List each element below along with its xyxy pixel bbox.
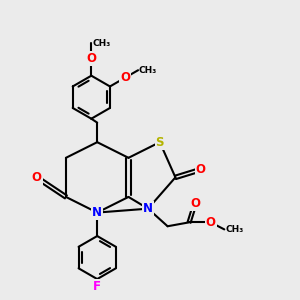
Text: N: N <box>92 206 102 219</box>
Text: CH₃: CH₃ <box>225 225 243 234</box>
Text: CH₃: CH₃ <box>139 66 157 75</box>
Text: O: O <box>86 52 96 64</box>
Text: CH₃: CH₃ <box>92 39 110 48</box>
Text: S: S <box>155 136 164 149</box>
Text: O: O <box>120 71 130 84</box>
Text: O: O <box>190 197 200 210</box>
Text: N: N <box>143 202 153 215</box>
Text: F: F <box>93 280 101 292</box>
Text: O: O <box>32 171 42 184</box>
Text: O: O <box>196 163 206 176</box>
Text: O: O <box>206 216 216 229</box>
